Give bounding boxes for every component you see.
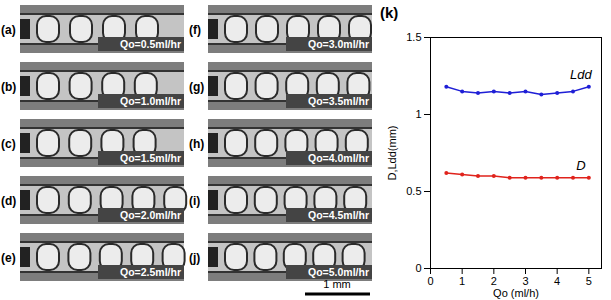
- svg-text:(b): (b): [1, 80, 16, 94]
- svg-text:1 mm: 1 mm: [323, 278, 351, 290]
- svg-text:1: 1: [415, 108, 421, 120]
- svg-text:(g): (g): [189, 80, 204, 94]
- svg-text:0: 0: [427, 275, 433, 287]
- svg-text:(f): (f): [189, 23, 201, 37]
- svg-text:Qo=1.5ml/hr: Qo=1.5ml/hr: [120, 152, 181, 164]
- svg-text:1: 1: [459, 275, 465, 287]
- svg-text:0.5: 0.5: [406, 185, 421, 197]
- svg-text:3: 3: [522, 275, 528, 287]
- svg-text:(c): (c): [1, 137, 16, 151]
- svg-text:Qo=4.5ml/hr: Qo=4.5ml/hr: [308, 209, 369, 221]
- svg-text:0: 0: [415, 262, 421, 274]
- svg-text:Qo=5.0ml/hr: Qo=5.0ml/hr: [308, 266, 369, 278]
- svg-text:1.5: 1.5: [406, 31, 421, 43]
- svg-text:Ldd: Ldd: [570, 67, 592, 82]
- svg-text:Qo=3.5ml/hr: Qo=3.5ml/hr: [308, 95, 369, 107]
- svg-text:5: 5: [586, 275, 592, 287]
- svg-text:(h): (h): [189, 137, 204, 151]
- svg-text:Qo=0.5ml/hr: Qo=0.5ml/hr: [120, 38, 181, 50]
- svg-text:4: 4: [554, 275, 560, 287]
- svg-text:Qo=4.0ml/hr: Qo=4.0ml/hr: [308, 152, 369, 164]
- svg-text:(j): (j): [189, 251, 200, 265]
- svg-text:(i): (i): [189, 194, 200, 208]
- svg-text:2: 2: [491, 275, 497, 287]
- html-text:(k): (k): [380, 4, 399, 21]
- svg-text:D: D: [576, 158, 585, 173]
- svg-text:D,Ldd(mm): D,Ldd(mm): [386, 125, 398, 180]
- svg-text:Qo=2.0ml/hr: Qo=2.0ml/hr: [120, 209, 181, 221]
- svg-text:(e): (e): [1, 251, 16, 265]
- svg-text:Qo (ml/h): Qo (ml/h): [493, 287, 539, 299]
- svg-text:Qo=2.5ml/hr: Qo=2.5ml/hr: [120, 266, 181, 278]
- svg-text:(d): (d): [1, 194, 16, 208]
- svg-text:(a): (a): [1, 23, 16, 37]
- svg-text:Qo=3.0ml/hr: Qo=3.0ml/hr: [308, 38, 369, 50]
- svg-text:Qo=1.0ml/hr: Qo=1.0ml/hr: [120, 95, 181, 107]
